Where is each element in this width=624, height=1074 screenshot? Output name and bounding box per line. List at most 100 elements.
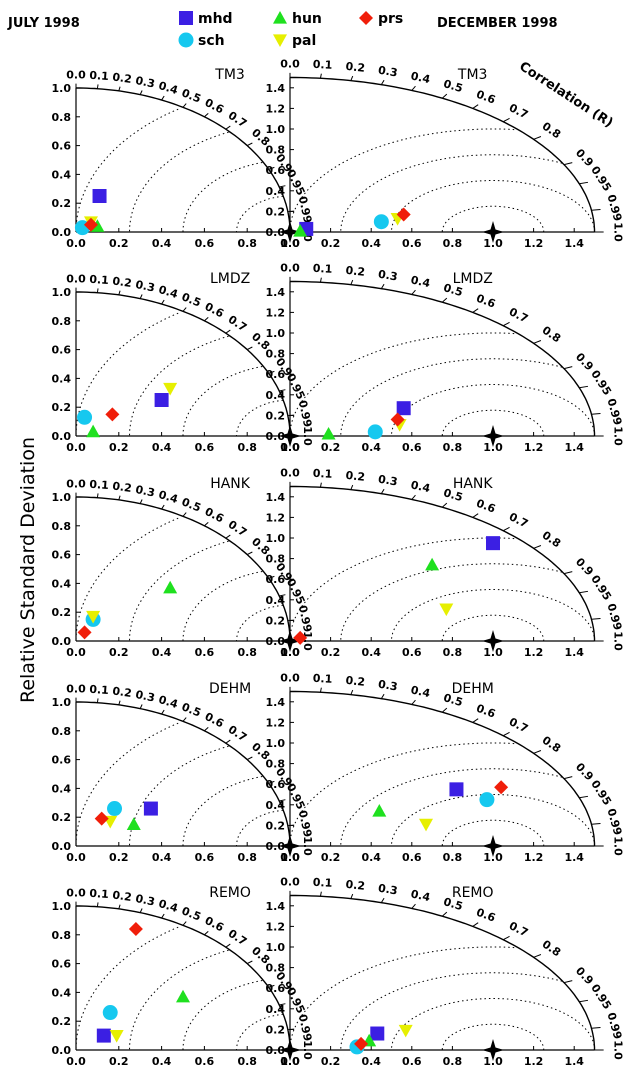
x-tick-label: 0.6 — [402, 1055, 422, 1068]
y-tick-label: 0.6 — [266, 164, 286, 177]
correlation-tick — [472, 922, 479, 927]
marker-diamond — [83, 217, 98, 232]
correlation-label: 0.5 — [180, 290, 203, 309]
x-tick-label: 0.6 — [195, 646, 215, 659]
x-tick-label: 0.2 — [321, 237, 341, 250]
y-tick-label: 0.4 — [52, 577, 72, 590]
panel-title: LMDZ — [210, 271, 250, 287]
marker-triangle-down — [109, 1030, 124, 1043]
correlation-tick — [411, 289, 416, 295]
rms-contour — [441, 819, 545, 847]
x-tick-label: 0.0 — [280, 237, 300, 250]
y-tick-label: 0.8 — [52, 929, 72, 942]
correlation-tick — [411, 494, 416, 500]
x-tick-label: 0.0 — [280, 1055, 300, 1068]
correlation-tick — [225, 534, 231, 539]
correlation-label: 0.1 — [313, 672, 333, 686]
correlation-label: 0.95 — [588, 573, 614, 603]
correlation-label: 0.2 — [112, 274, 133, 290]
y-tick-label: 0.2 — [266, 205, 286, 218]
x-tick-label: 0.8 — [237, 237, 257, 250]
correlation-label: 0.9 — [573, 555, 596, 578]
y-tick-label: 0.2 — [52, 197, 72, 210]
rms-contour — [340, 154, 563, 232]
correlation-label: 0.99 — [296, 809, 314, 838]
correlation-label: 1.0 — [611, 222, 624, 242]
correlation-label: 0.1 — [89, 683, 109, 697]
y-tick-label: 0.6 — [266, 573, 286, 586]
correlation-tick — [591, 413, 601, 415]
correlation-label: 0.0 — [66, 69, 86, 82]
x-tick-label: 0.8 — [237, 441, 257, 454]
rms-contour — [182, 776, 263, 846]
correlation-tick — [533, 954, 542, 958]
rms-contour — [129, 335, 229, 437]
x-tick-label: 0.0 — [66, 851, 86, 864]
x-tick-label: 0.6 — [195, 237, 215, 250]
reference-star — [482, 630, 504, 652]
correlation-tick — [246, 756, 253, 761]
correlation-tick — [591, 823, 601, 825]
correlation-label: 0.2 — [345, 469, 366, 484]
correlation-tick — [411, 903, 416, 909]
outer-arc — [76, 701, 291, 846]
correlation-label: 0.8 — [540, 529, 563, 551]
rms-contour — [340, 972, 563, 1050]
marker-diamond — [396, 207, 411, 222]
y-axis-label: Relative Standard Deviation — [17, 437, 39, 703]
correlation-label: 0.1 — [89, 887, 109, 901]
taylor-panel: 0.0 0.2 0.4 0.6 0.8 1.0 1.2 1.4 0.0 0.2 0.4 0.6 0.8 1… — [266, 262, 624, 455]
correlation-label: 0.95 — [588, 982, 614, 1012]
rms-contour — [129, 745, 229, 847]
correlation-tick — [118, 700, 121, 706]
panel-title: REMO — [209, 885, 251, 901]
correlation-label: 0.99 — [296, 399, 314, 428]
correlation-label: 0.9 — [573, 146, 596, 169]
taylor-panel: 0.0 0.2 0.4 0.6 0.8 1.0 1.2 1.4 0.0 0.2 0.4 0.6 0.8 1… — [266, 58, 624, 251]
correlation-label: 0.2 — [345, 264, 366, 279]
marker-triangle-down — [273, 34, 287, 47]
correlation-tick — [579, 590, 589, 594]
correlation-label: 0.5 — [180, 904, 203, 923]
correlation-label: 0.4 — [157, 79, 180, 97]
correlation-tick — [350, 484, 354, 490]
correlation-label: 0.95 — [284, 168, 308, 198]
correlation-label: 0.3 — [134, 278, 156, 295]
taylor-panel: 0.0 0.2 0.4 0.6 0.8 1.0 1.2 1.4 0.0 0.2 0.4 0.6 0.8 1… — [266, 876, 624, 1069]
y-tick-label: 1.0 — [52, 82, 72, 95]
y-tick-label: 0.0 — [52, 1044, 72, 1057]
y-tick-label: 0.0 — [52, 430, 72, 443]
x-tick-label: 0.2 — [321, 646, 341, 659]
marker-diamond — [390, 412, 405, 427]
correlation-tick — [204, 316, 209, 322]
x-tick-label: 1.0 — [483, 851, 503, 864]
correlation-label: 0.99 — [604, 1011, 624, 1041]
correlation-tick — [472, 513, 479, 518]
y-tick-label: 0.8 — [266, 758, 286, 771]
x-tick-label: 0.2 — [321, 851, 341, 864]
marker-triangle-up — [163, 580, 178, 594]
rms-contour — [75, 722, 179, 847]
correlation-label: 0.95 — [588, 368, 614, 398]
correlation-label: 0.1 — [89, 273, 109, 287]
y-tick-label: 0.6 — [266, 982, 286, 995]
correlation-tick — [279, 799, 286, 802]
correlation-tick — [563, 571, 573, 575]
x-tick-label: 1.2 — [524, 441, 544, 454]
x-tick-label: 0.6 — [195, 441, 215, 454]
correlation-tick — [380, 897, 385, 903]
marker-diamond — [354, 1036, 369, 1051]
y-tick-label: 1.0 — [52, 286, 72, 299]
marker-circle — [479, 792, 495, 808]
marker-square — [396, 401, 411, 416]
x-tick-label: 0.6 — [402, 851, 422, 864]
x-tick-label: 0.8 — [237, 1055, 257, 1068]
rms-contour — [441, 205, 545, 233]
correlation-tick — [96, 902, 99, 907]
y-tick-label: 0.4 — [266, 1003, 286, 1016]
correlation-tick — [502, 526, 510, 532]
y-tick-label: 0.8 — [52, 725, 72, 738]
panel-title: HANK — [453, 476, 494, 492]
correlation-label: 0.5 — [180, 495, 203, 514]
